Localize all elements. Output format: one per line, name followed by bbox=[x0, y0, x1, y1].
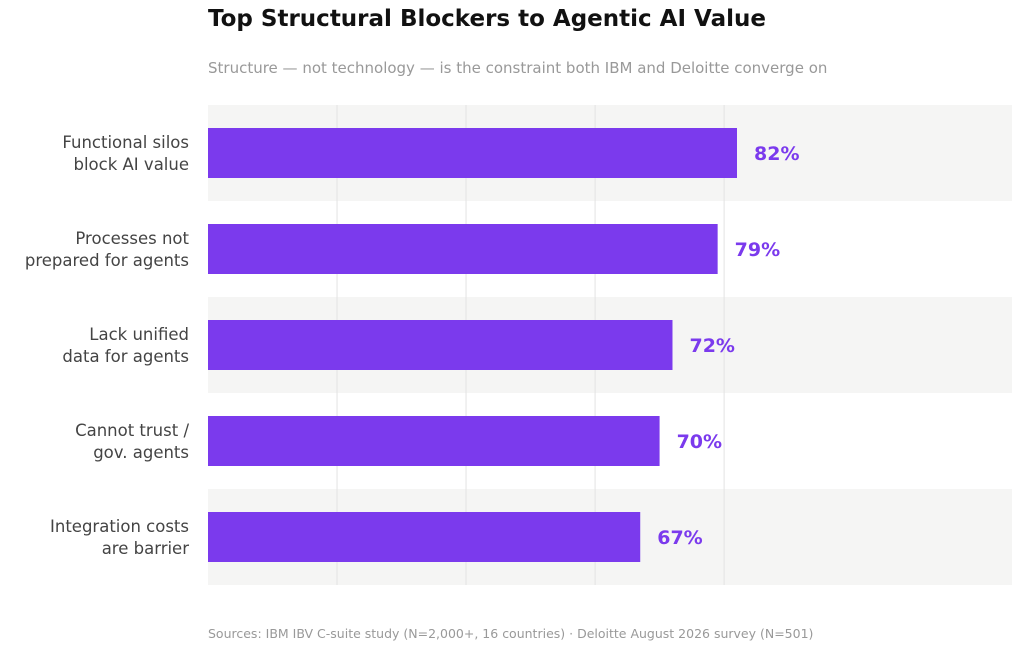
value-label: 67% bbox=[657, 527, 702, 549]
category-label-line: are barrier bbox=[102, 539, 190, 558]
category-label-line: Cannot trust / bbox=[75, 421, 189, 440]
bar bbox=[208, 512, 641, 562]
value-label: 79% bbox=[735, 239, 780, 261]
category-label-line: block AI value bbox=[74, 155, 190, 174]
category-label: Processes not prepared for agents bbox=[25, 229, 190, 270]
category-label-line: data for agents bbox=[62, 347, 189, 366]
category-label-line: Functional silos bbox=[62, 133, 189, 152]
source-note: Sources: IBM IBV C-suite study (N=2,000+… bbox=[208, 626, 814, 641]
chart-subtitle: Structure — not technology — is the cons… bbox=[208, 59, 828, 77]
value-label: 82% bbox=[754, 143, 799, 165]
category-label-line: Integration costs bbox=[50, 517, 189, 536]
value-label: 72% bbox=[689, 335, 734, 357]
bar bbox=[208, 320, 673, 370]
value-label: 70% bbox=[677, 431, 722, 453]
bar bbox=[208, 224, 718, 274]
bars bbox=[208, 128, 737, 562]
category-label-line: Processes not bbox=[75, 229, 189, 248]
category-label: Functional silos block AI value bbox=[62, 133, 189, 174]
category-label-line: Lack unified bbox=[89, 325, 189, 344]
category-label-line: prepared for agents bbox=[25, 251, 189, 270]
category-label-line: gov. agents bbox=[93, 443, 189, 462]
category-label: Cannot trust / gov. agents bbox=[75, 421, 189, 462]
bar bbox=[208, 416, 660, 466]
value-labels: 82% 79% 72% 70% 67% bbox=[657, 143, 799, 549]
bar bbox=[208, 128, 737, 178]
category-labels: Functional silos block AI value Processes … bbox=[25, 133, 190, 558]
chart-title: Top Structural Blockers to Agentic AI Va… bbox=[208, 6, 766, 32]
category-label: Integration costs are barrier bbox=[50, 517, 189, 558]
category-label: Lack unified data for agents bbox=[62, 325, 189, 366]
